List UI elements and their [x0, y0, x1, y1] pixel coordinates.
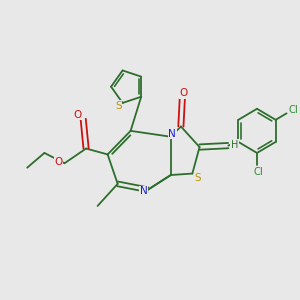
Text: N: N — [168, 129, 176, 139]
Text: S: S — [115, 101, 122, 111]
Text: Cl: Cl — [288, 105, 298, 116]
Text: S: S — [195, 173, 201, 183]
Text: Cl: Cl — [254, 167, 263, 177]
Text: H: H — [231, 140, 238, 150]
Text: N: N — [140, 186, 147, 196]
Text: O: O — [73, 110, 82, 120]
Text: O: O — [180, 88, 188, 98]
Text: O: O — [55, 157, 63, 167]
